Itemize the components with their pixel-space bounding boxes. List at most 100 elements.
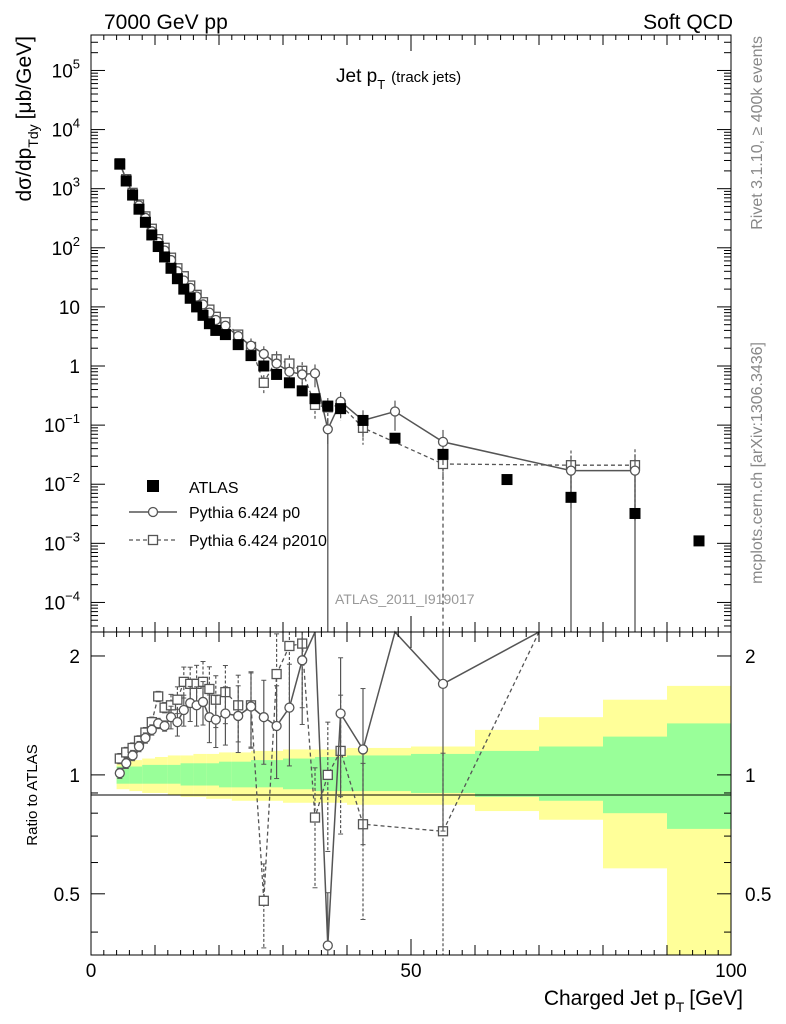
atlas-point <box>258 360 270 372</box>
atlas-point <box>335 403 347 415</box>
atlas-point <box>271 368 283 380</box>
p0-ratio-point <box>437 678 449 690</box>
stat-uncertainty-band <box>142 764 155 784</box>
y-tick-label-base: 10 <box>52 180 73 201</box>
p2010-ratio-point <box>258 895 269 906</box>
stat-uncertainty-band <box>603 736 667 814</box>
p0-ratio-point <box>146 724 157 736</box>
y-tick-label: 105 <box>52 56 80 82</box>
atlas-point <box>245 350 257 362</box>
ratio-tick-label-right: 1 <box>745 766 756 787</box>
p0-ratio-point <box>127 750 138 761</box>
legend-label-p0: Pythia 6.424 p0 <box>189 505 300 522</box>
p0-ratio-point <box>322 940 333 951</box>
atlas-point <box>165 262 177 274</box>
p0-point <box>322 424 333 435</box>
atlas-point <box>693 535 705 547</box>
p0-ratio-point <box>357 744 369 755</box>
atlas-point <box>191 301 203 313</box>
p0-ratio-point <box>271 720 282 732</box>
ratio-tick-label-left: 1 <box>69 766 80 787</box>
stat-uncertainty-band <box>180 763 194 786</box>
stat-uncertainty-band <box>667 723 731 829</box>
plot-title-sub: T <box>377 77 385 92</box>
ratio-series <box>114 630 540 956</box>
stat-uncertainty-band <box>231 761 251 788</box>
x-tick-label: 100 <box>715 961 747 982</box>
y-tick-label: 103 <box>52 175 80 201</box>
p2010-ratio-point <box>284 640 295 652</box>
x-axis-label: Charged Jet pT [GeV] <box>544 987 743 1015</box>
y-tick-label-base: 10 <box>44 593 65 614</box>
atlas-point <box>203 318 215 330</box>
p2010-ratio-point <box>309 812 321 823</box>
atlas-point <box>389 432 401 444</box>
y-axis-label: dσ/dpTdy [μb/GeV] <box>13 36 41 202</box>
legend-marker-p0 <box>147 506 159 518</box>
p0-ratio-point <box>284 702 295 713</box>
atlas-point <box>197 309 209 321</box>
stat-uncertainty-band <box>283 758 315 790</box>
side-label-bottom: mcplots.cern.ch [arXiv:1306.3436] <box>749 342 766 584</box>
p2010-ratio-point <box>322 769 333 781</box>
p2010-ratio-point <box>204 683 215 695</box>
ratio-axis-label: Ratio to ATLAS <box>24 744 41 845</box>
atlas-point <box>178 283 190 295</box>
p2010-ratio-point <box>271 668 282 680</box>
atlas-point <box>296 385 308 397</box>
y-tick-label: 10−3 <box>44 529 80 555</box>
stat-uncertainty-band <box>193 763 207 786</box>
y-axis-label-unit: [μb/GeV] <box>13 36 36 119</box>
p0-ratio-point <box>197 696 209 708</box>
atlas-point <box>565 491 577 503</box>
y-tick-label-base: 10 <box>44 475 65 496</box>
stat-uncertainty-band <box>251 760 283 788</box>
stat-uncertainty-band <box>475 750 539 797</box>
atlas-point <box>210 324 222 336</box>
legend-marker-p2010 <box>147 534 159 546</box>
y-tick-label-base: 10 <box>52 61 73 82</box>
y-tick-label: 10−4 <box>44 588 80 614</box>
p0-ratio-point <box>140 732 151 744</box>
y-tick-label-exponent: 2 <box>73 234 80 249</box>
p2010-line <box>119 162 635 466</box>
p0-point <box>309 368 321 379</box>
atlas-point <box>152 241 164 253</box>
atlas-point <box>146 229 158 241</box>
y-tick-label-exponent: 3 <box>73 175 80 190</box>
p0-ratio-point <box>178 704 189 716</box>
ratio-bands <box>116 685 731 955</box>
atlas-point <box>114 158 126 170</box>
atlas-point <box>437 448 449 460</box>
p0-point <box>245 340 257 351</box>
y-tick-label-base: 10 <box>52 121 73 142</box>
p0-point <box>220 320 231 331</box>
x-axis-label-unit: [GeV] <box>689 987 743 1010</box>
atlas-point <box>171 273 183 285</box>
y-tick-label-exponent: 4 <box>73 116 80 131</box>
atlas-point <box>232 339 244 351</box>
x-tick-labels: 0 50 100 <box>86 961 747 982</box>
p2010-ratio-point <box>153 691 164 702</box>
p0-ratio-point <box>245 701 257 712</box>
y-tick-label-base: 10 <box>44 534 65 555</box>
atlas-point <box>322 400 334 412</box>
legend: ATLAS Pythia 6.424 p0 Pythia 6.424 p2010 <box>129 480 327 550</box>
stat-uncertainty-band <box>206 763 219 786</box>
ratio-tick-label-left: 0.5 <box>54 885 80 906</box>
p0-ratio-point <box>172 716 183 728</box>
y-tick-label: 102 <box>52 234 80 260</box>
y-tick-label-exponent: −4 <box>65 588 80 603</box>
p0-point <box>437 436 449 448</box>
ratio-axis-ticks <box>90 632 732 955</box>
ratio-panel: 2 2 1 1 0.5 0.5 <box>54 630 771 956</box>
p0-ratio-point <box>121 758 132 769</box>
y-axis-label-main: dσ/dp <box>13 148 36 202</box>
p0-point <box>271 358 282 369</box>
legend-label-atlas: ATLAS <box>189 480 239 497</box>
y-tick-label: 10−2 <box>44 470 80 496</box>
y-tick-label-base: 1 <box>69 357 80 378</box>
stat-uncertainty-band <box>129 766 143 784</box>
